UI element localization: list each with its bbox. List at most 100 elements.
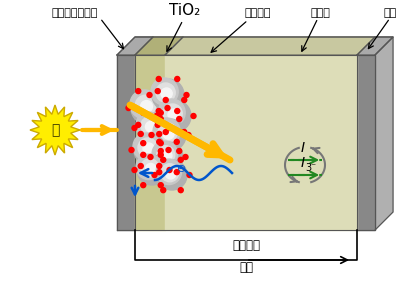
Circle shape <box>161 88 172 99</box>
Circle shape <box>143 143 154 154</box>
Text: 対極: 対極 <box>383 8 397 18</box>
Circle shape <box>156 83 175 102</box>
Text: 光: 光 <box>51 123 59 137</box>
Text: TiO₂: TiO₂ <box>169 3 201 18</box>
Circle shape <box>141 117 159 135</box>
Circle shape <box>129 147 134 152</box>
Circle shape <box>161 188 166 193</box>
Circle shape <box>136 154 162 180</box>
Circle shape <box>145 121 156 132</box>
Circle shape <box>154 119 186 151</box>
Circle shape <box>157 163 162 168</box>
Circle shape <box>163 98 168 103</box>
Circle shape <box>157 160 187 190</box>
Polygon shape <box>117 37 153 55</box>
Circle shape <box>167 125 172 130</box>
Text: 電解質: 電解質 <box>310 8 330 18</box>
Circle shape <box>174 170 179 175</box>
Circle shape <box>161 150 172 161</box>
Polygon shape <box>135 55 165 230</box>
Circle shape <box>136 112 162 137</box>
Circle shape <box>184 93 189 98</box>
Circle shape <box>178 157 183 162</box>
Circle shape <box>137 113 167 143</box>
Circle shape <box>166 147 171 152</box>
Circle shape <box>136 122 141 127</box>
Circle shape <box>158 117 163 122</box>
Circle shape <box>161 157 166 162</box>
Circle shape <box>174 139 179 144</box>
Circle shape <box>141 110 146 115</box>
Circle shape <box>126 105 131 110</box>
Circle shape <box>137 155 167 185</box>
Polygon shape <box>357 55 375 230</box>
Circle shape <box>155 122 160 127</box>
Circle shape <box>177 117 182 122</box>
Text: 増感色素: 増感色素 <box>245 8 271 18</box>
Circle shape <box>158 110 163 115</box>
Circle shape <box>177 149 182 154</box>
Circle shape <box>147 93 152 98</box>
Circle shape <box>155 88 160 93</box>
Text: I: I <box>301 156 305 170</box>
Circle shape <box>158 99 185 126</box>
Circle shape <box>186 132 191 137</box>
Circle shape <box>157 170 162 175</box>
Circle shape <box>156 159 181 185</box>
Circle shape <box>152 141 178 166</box>
Circle shape <box>152 173 157 178</box>
Circle shape <box>152 79 184 111</box>
Circle shape <box>175 76 180 81</box>
Circle shape <box>167 168 172 173</box>
Polygon shape <box>117 55 135 230</box>
Circle shape <box>166 168 176 179</box>
Circle shape <box>159 100 191 132</box>
Circle shape <box>157 132 162 137</box>
Circle shape <box>130 90 159 119</box>
Circle shape <box>163 104 182 123</box>
Text: I: I <box>301 141 305 155</box>
Polygon shape <box>357 37 393 55</box>
Circle shape <box>157 146 175 164</box>
Text: ⁻: ⁻ <box>311 162 316 172</box>
Circle shape <box>134 134 166 166</box>
Circle shape <box>141 159 159 177</box>
Circle shape <box>158 183 163 188</box>
Text: 電子: 電子 <box>239 261 253 274</box>
Circle shape <box>138 163 143 168</box>
Circle shape <box>183 154 188 159</box>
Circle shape <box>145 163 156 174</box>
Polygon shape <box>165 55 357 230</box>
Circle shape <box>158 149 163 154</box>
Circle shape <box>182 98 187 103</box>
Circle shape <box>178 188 183 193</box>
Text: 導電性透明電極: 導電性透明電極 <box>52 8 98 18</box>
Circle shape <box>149 132 154 137</box>
Circle shape <box>191 113 196 118</box>
Circle shape <box>163 130 168 134</box>
Circle shape <box>140 100 153 113</box>
Circle shape <box>182 130 187 134</box>
Circle shape <box>175 108 180 113</box>
Circle shape <box>157 139 162 144</box>
Circle shape <box>165 105 170 110</box>
Circle shape <box>132 168 137 173</box>
Text: 外部回路: 外部回路 <box>232 239 260 252</box>
Polygon shape <box>30 105 80 155</box>
Circle shape <box>158 123 177 142</box>
Circle shape <box>148 154 153 159</box>
Text: 3: 3 <box>305 163 311 173</box>
Polygon shape <box>375 37 393 230</box>
Circle shape <box>141 152 146 157</box>
Circle shape <box>138 132 143 137</box>
Circle shape <box>163 128 174 139</box>
Circle shape <box>141 183 146 188</box>
Circle shape <box>153 142 183 172</box>
Circle shape <box>161 164 179 182</box>
Circle shape <box>158 152 163 157</box>
Polygon shape <box>165 37 375 55</box>
Circle shape <box>136 88 141 93</box>
Text: ⊖: ⊖ <box>177 164 187 174</box>
Circle shape <box>156 76 161 81</box>
Circle shape <box>158 141 163 146</box>
